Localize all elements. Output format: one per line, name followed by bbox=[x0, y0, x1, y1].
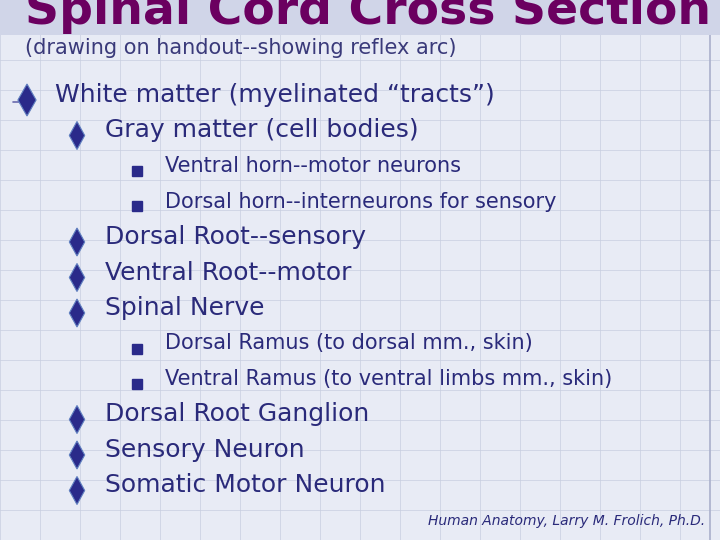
Text: Spinal Nerve: Spinal Nerve bbox=[105, 296, 264, 320]
Bar bbox=[132, 379, 142, 389]
Text: Gray matter (cell bodies): Gray matter (cell bodies) bbox=[105, 118, 418, 143]
Polygon shape bbox=[69, 122, 85, 150]
Text: Somatic Motor Neuron: Somatic Motor Neuron bbox=[105, 474, 385, 497]
Polygon shape bbox=[69, 441, 85, 469]
Text: Ventral horn--motor neurons: Ventral horn--motor neurons bbox=[165, 156, 461, 176]
Polygon shape bbox=[18, 84, 36, 116]
Bar bbox=[0, 0, 720, 35]
Text: Ventral Root--motor: Ventral Root--motor bbox=[105, 260, 351, 285]
Bar bbox=[132, 166, 142, 176]
Text: Dorsal Root Ganglion: Dorsal Root Ganglion bbox=[105, 402, 369, 427]
Polygon shape bbox=[69, 228, 85, 256]
Polygon shape bbox=[69, 299, 85, 327]
Text: (drawing on handout--showing reflex arc): (drawing on handout--showing reflex arc) bbox=[25, 38, 456, 58]
Polygon shape bbox=[69, 476, 85, 504]
Polygon shape bbox=[69, 264, 85, 292]
Text: Dorsal Root--sensory: Dorsal Root--sensory bbox=[105, 225, 366, 249]
Text: Spinal Cord Cross Section: Spinal Cord Cross Section bbox=[25, 0, 711, 35]
Text: White matter (myelinated “tracts”): White matter (myelinated “tracts”) bbox=[55, 83, 495, 107]
Text: Human Anatomy, Larry M. Frolich, Ph.D.: Human Anatomy, Larry M. Frolich, Ph.D. bbox=[428, 514, 705, 528]
Polygon shape bbox=[69, 406, 85, 434]
Text: Dorsal Ramus (to dorsal mm., skin): Dorsal Ramus (to dorsal mm., skin) bbox=[165, 334, 533, 354]
Bar bbox=[132, 343, 142, 354]
Bar bbox=[132, 201, 142, 212]
Text: Sensory Neuron: Sensory Neuron bbox=[105, 438, 305, 462]
Text: Ventral Ramus (to ventral limbs mm., skin): Ventral Ramus (to ventral limbs mm., ski… bbox=[165, 369, 612, 389]
Text: Dorsal horn--interneurons for sensory: Dorsal horn--interneurons for sensory bbox=[165, 192, 557, 212]
